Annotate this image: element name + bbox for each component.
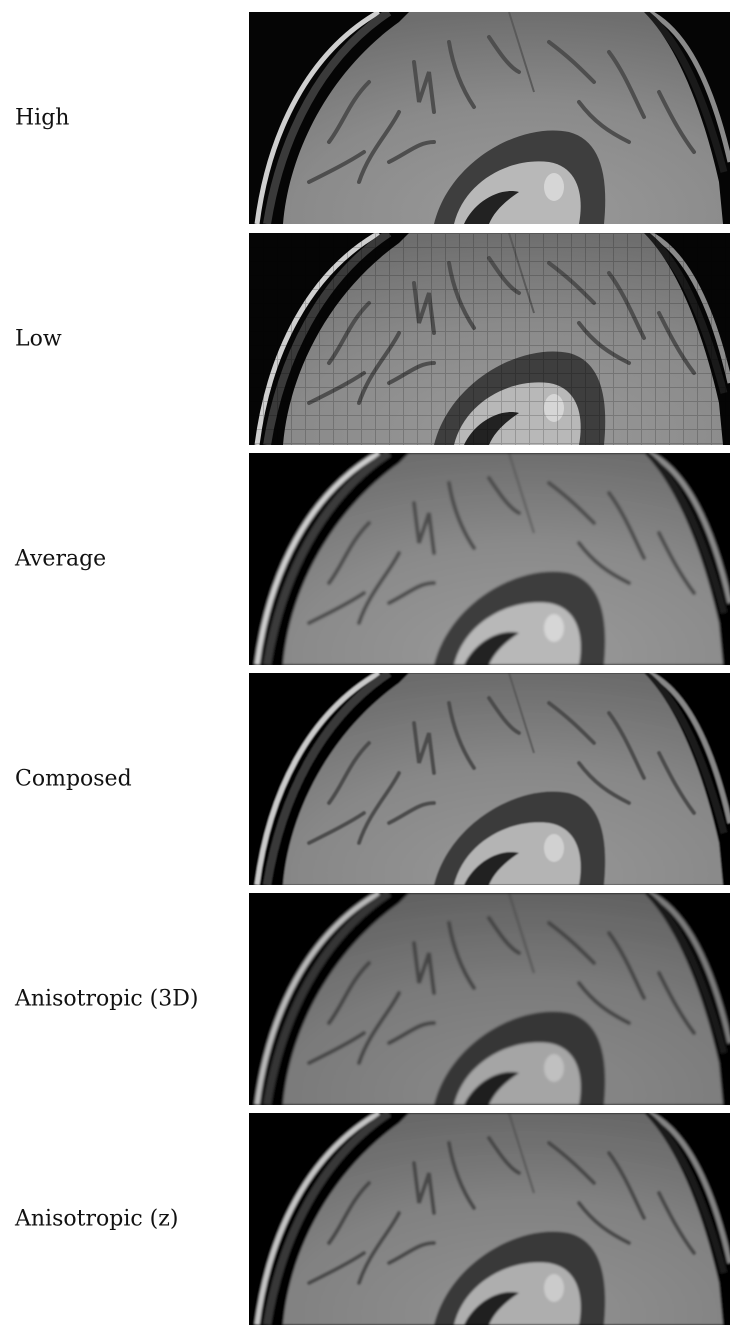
row-anisoz: Anisotropic (z) (0, 1113, 730, 1325)
mri-panel-anisotropic-z (249, 1113, 730, 1325)
mri-panel-low (249, 233, 730, 445)
mri-panel-high (249, 12, 730, 224)
row-aniso3d: Anisotropic (3D) (0, 893, 730, 1105)
mri-image (249, 893, 730, 1105)
row-label-average: Average (15, 546, 107, 572)
row-label-anisotropic-z: Anisotropic (z) (15, 1206, 179, 1232)
mri-panel-anisotropic-3d (249, 893, 730, 1105)
mri-image (249, 233, 730, 445)
mri-image (249, 12, 730, 224)
row-low: Low (0, 233, 730, 445)
mri-image (249, 673, 730, 885)
mri-image (249, 453, 730, 665)
mri-panel-composed (249, 673, 730, 885)
row-label-low: Low (15, 326, 62, 352)
mri-panel-average (249, 453, 730, 665)
row-label-composed: Composed (15, 766, 132, 792)
row-average: Average (0, 453, 730, 665)
row-composed: Composed (0, 673, 730, 885)
mri-image (249, 1113, 730, 1325)
row-label-high: High (15, 105, 70, 131)
row-label-anisotropic-3d: Anisotropic (3D) (15, 986, 199, 1012)
row-high: High (0, 12, 730, 224)
